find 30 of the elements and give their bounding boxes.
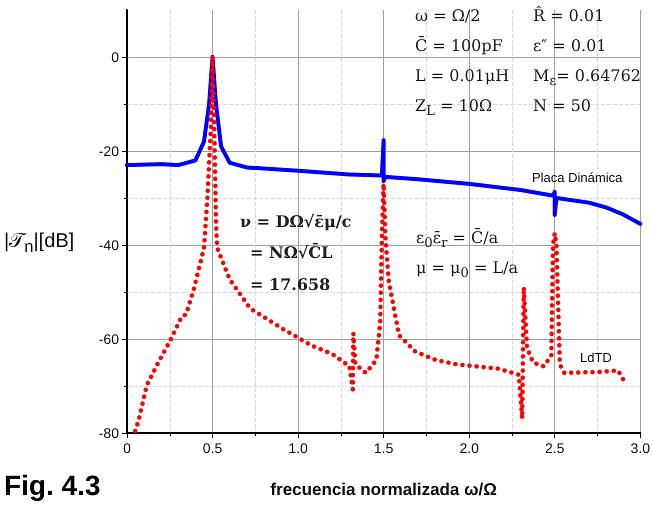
caption: Fig. 4.3: [4, 470, 100, 502]
annotation: M$_{ε}$= 0.64762: [533, 66, 641, 90]
annotation: = 17.658: [250, 275, 330, 294]
y-tick-label: -20: [98, 143, 120, 159]
y-tick-label: -40: [98, 237, 120, 253]
x-tick-label: 3.0: [630, 440, 650, 456]
x-tick-label: 0: [123, 440, 132, 456]
series-label: LdTD: [580, 350, 612, 365]
y-tick-label: -80: [98, 425, 120, 441]
annotation: ν = DΩ√ε̄μ/c: [240, 212, 352, 231]
y-tick-label: -60: [98, 331, 120, 347]
annotation: L = 0.01μH: [415, 66, 510, 85]
x-tick-label: 1.5: [374, 440, 394, 456]
series-label: Placa Dinámica: [532, 170, 622, 185]
x-tick-label: 0.5: [202, 440, 222, 456]
x-tick-label: 2.5: [544, 440, 565, 456]
annotation: ε″ = 0.01: [533, 36, 606, 55]
y-tick-label: 0: [111, 49, 120, 65]
annotation: N = 50: [533, 96, 591, 115]
x-tick-label: 2.0: [459, 440, 480, 456]
annotation: = NΩ√C̄L: [250, 243, 332, 262]
annotation: μ = μ$_{0}$ = L/a: [416, 258, 518, 282]
x-axis-title: frecuencia normalizada ω/Ω: [270, 480, 497, 499]
x-tick-label: 1.0: [288, 440, 308, 456]
y-axis-title: |𝒯$_{n}$|[dB]: [4, 230, 74, 257]
annotation: ε$_{0}$ε̄$_{r}$ = C̄/a: [416, 228, 498, 252]
annotation: R̂ = 0.01: [533, 6, 604, 25]
annotation: C̄ = 100pF: [415, 36, 503, 55]
annotation: ω = Ω/2: [415, 6, 480, 25]
annotation: Z$_{L}$ = 10Ω: [415, 96, 492, 120]
